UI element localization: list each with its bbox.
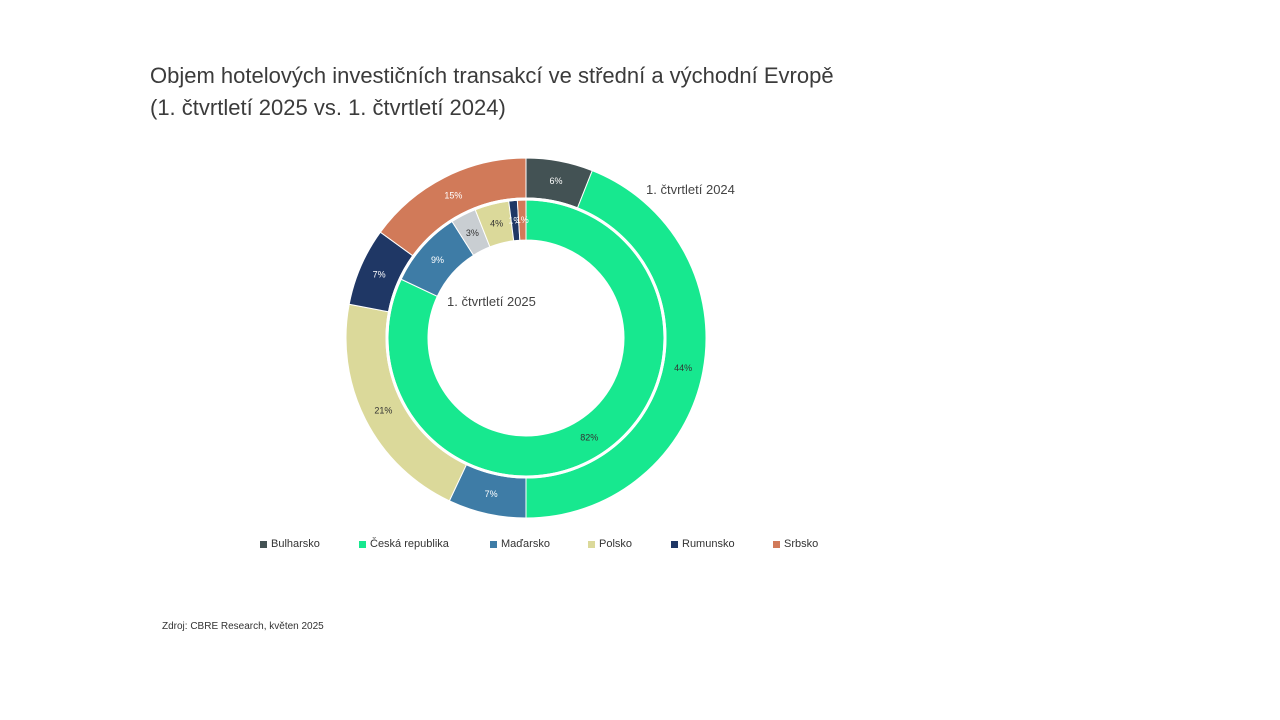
inner-ring-label: 1. čtvrtletí 2025 bbox=[447, 294, 536, 309]
legend-swatch bbox=[588, 540, 595, 548]
legend-swatch bbox=[773, 540, 780, 548]
ring-separator bbox=[385, 197, 667, 479]
legend-item-madarsko: Maďarsko bbox=[490, 538, 550, 550]
inner-ring-label-ceska-republika: 82% bbox=[580, 433, 598, 443]
inner-ring-label-other: 3% bbox=[466, 228, 479, 238]
outer-ring-label-ceska-republika: 44% bbox=[674, 363, 692, 373]
legend-swatch bbox=[359, 540, 366, 548]
outer-ring-label-polsko: 21% bbox=[374, 406, 392, 416]
inner-ring-label-rumunsko: 1% bbox=[508, 216, 521, 226]
legend-label: Česká republika bbox=[370, 538, 449, 550]
legend-item-bulharsko: Bulharsko bbox=[260, 538, 320, 550]
chart-title-line-2: (1. čtvrtletí 2025 vs. 1. čtvrtletí 2024… bbox=[150, 95, 506, 120]
inner-ring-label-polsko: 4% bbox=[490, 219, 503, 229]
outer-ring-label-madarsko: 7% bbox=[485, 489, 498, 499]
outer-ring-label: 1. čtvrtletí 2024 bbox=[646, 182, 735, 197]
legend-item-rumunsko: Rumunsko bbox=[671, 538, 735, 550]
outer-ring-label-bulharsko: 6% bbox=[549, 176, 562, 186]
legend-swatch bbox=[260, 540, 267, 548]
chart-title: Objem hotelových investičních transakcí … bbox=[150, 60, 834, 124]
legend-label: Rumunsko bbox=[682, 538, 735, 550]
chart-title-line-1: Objem hotelových investičních transakcí … bbox=[150, 63, 834, 88]
legend-swatch bbox=[490, 540, 497, 548]
legend-label: Bulharsko bbox=[271, 538, 320, 550]
legend-label: Maďarsko bbox=[501, 538, 550, 550]
legend-label: Polsko bbox=[599, 538, 633, 550]
legend-item-ceska-republika: Česká republika bbox=[359, 538, 449, 550]
outer-ring-label-rumunsko: 7% bbox=[373, 269, 386, 279]
outer-ring-label-srbsko: 15% bbox=[444, 190, 462, 200]
source-note: Zdroj: CBRE Research, květen 2025 bbox=[162, 621, 324, 632]
inner-ring-label-madarsko: 9% bbox=[431, 255, 444, 265]
legend-swatch bbox=[671, 540, 678, 548]
inner-ring-label-srbsko: 1% bbox=[516, 215, 529, 225]
legend-item-srbsko: Srbsko bbox=[773, 538, 818, 550]
legend-item-polsko: Polsko bbox=[588, 538, 632, 550]
legend-label: Srbsko bbox=[784, 538, 819, 550]
